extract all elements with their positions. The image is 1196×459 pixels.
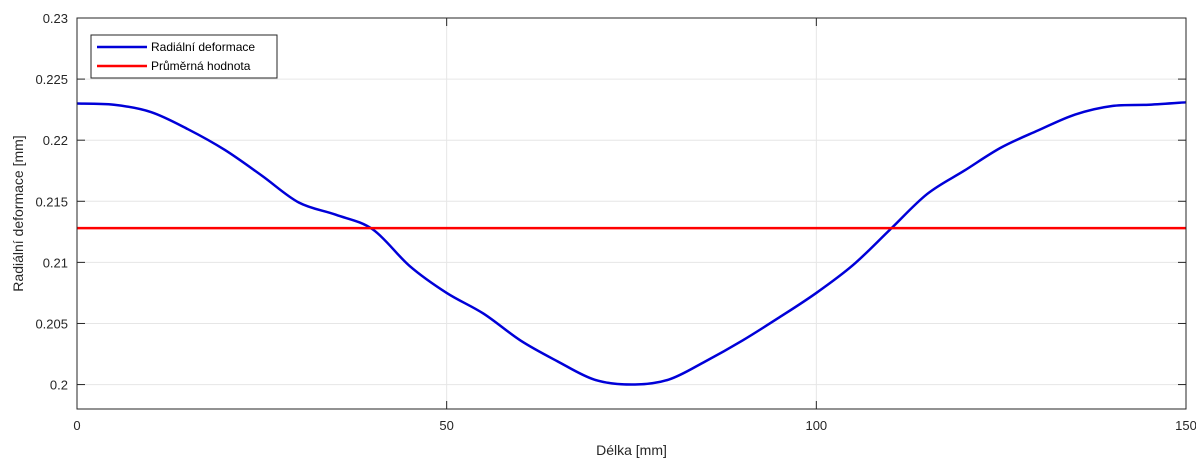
plot-frame: [76, 17, 1187, 410]
series-layer: [76, 101, 1187, 386]
legend-label-radialni-deformace: Radiální deformace: [151, 40, 255, 54]
legend: Radiální deformace Průměrná hodnota: [90, 34, 278, 79]
y-tick-label: 0.21: [43, 255, 68, 270]
x-tick-label: 150: [1175, 418, 1196, 433]
y-axis-ticks: [77, 17, 1186, 386]
y-tick-label: 0.23: [43, 11, 68, 26]
x-tick-label: 0: [73, 418, 80, 433]
y-tick-label: 0.205: [35, 316, 68, 331]
y-axis-tick-labels: 0.2 0.205 0.21 0.215 0.22 0.225 0.23: [35, 11, 68, 393]
y-tick-label: 0.22: [43, 133, 68, 148]
x-tick-label: 50: [439, 418, 453, 433]
x-axis-ticks: [76, 18, 1187, 409]
plot-area: [77, 18, 1186, 409]
y-axis-label: Radiální deformace [mm]: [10, 135, 26, 291]
legend-label-prumerna-hodnota: Průměrná hodnota: [151, 59, 251, 73]
series-line-radialni-deformace: [76, 101, 1187, 386]
x-axis-tick-labels: 0 50 100 150: [73, 418, 1196, 433]
x-tick-label: 100: [805, 418, 827, 433]
legend-box: [90, 34, 278, 79]
y-tick-label: 0.2: [50, 378, 68, 393]
y-tick-label: 0.215: [35, 194, 68, 209]
x-axis-label: Délka [mm]: [596, 442, 667, 458]
y-tick-label: 0.225: [35, 72, 68, 87]
